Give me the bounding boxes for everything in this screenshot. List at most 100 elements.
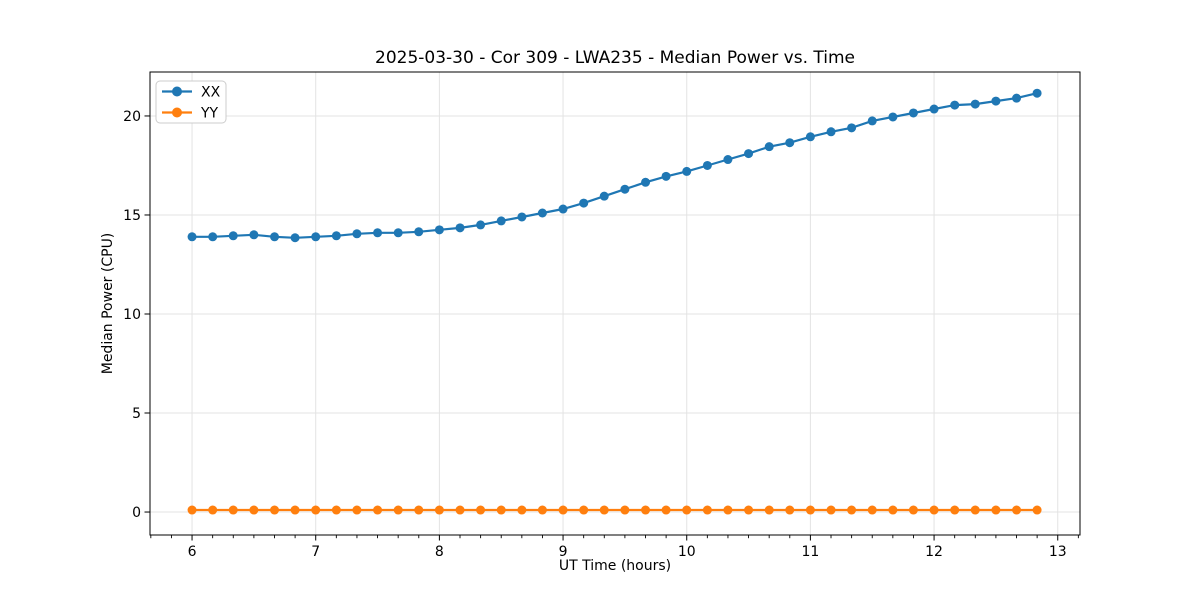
series-yy-marker xyxy=(476,505,486,515)
series-yy-marker xyxy=(249,505,259,515)
series-xx-marker xyxy=(929,104,939,114)
series-yy-marker xyxy=(1032,505,1042,515)
series-yy-marker xyxy=(991,505,1001,515)
plot-border xyxy=(149,71,1081,536)
series-xx-marker xyxy=(373,228,383,238)
series-yy-marker xyxy=(228,505,238,515)
series-xx-marker xyxy=(496,216,506,226)
series-yy-marker xyxy=(455,505,465,515)
series-yy-marker xyxy=(311,505,321,515)
legend: XX YY xyxy=(155,80,227,124)
series-xx-marker xyxy=(311,232,321,242)
series-xx-marker xyxy=(702,160,712,170)
series-xx-marker xyxy=(661,171,671,181)
series-xx-marker xyxy=(414,227,424,237)
series-xx-marker xyxy=(764,142,774,152)
axes-spines xyxy=(149,71,1081,536)
x-tick-label: 6 xyxy=(188,544,197,560)
series-xx-marker xyxy=(970,99,980,109)
series-yy-marker xyxy=(702,505,712,515)
series-yy-marker xyxy=(888,505,898,515)
chart-title: 2025-03-30 - Cor 309 - LWA235 - Median P… xyxy=(375,48,855,68)
series-xx-marker xyxy=(393,228,403,238)
series-yy-marker xyxy=(373,505,383,515)
series-xx-marker xyxy=(249,230,259,240)
series-yy-marker xyxy=(723,505,733,515)
series-xx-marker xyxy=(723,155,733,165)
x-axis-label: UT Time (hours) xyxy=(559,558,671,574)
series-xx-marker xyxy=(1032,88,1042,98)
series-xx-marker xyxy=(908,108,918,118)
series-yy-marker xyxy=(661,505,671,515)
x-tick-label: 11 xyxy=(801,544,819,560)
series-yy-marker xyxy=(826,505,836,515)
series-xx-marker xyxy=(290,233,300,243)
series-yy-marker xyxy=(537,505,547,515)
series-xx-marker xyxy=(744,149,754,159)
series-yy-marker xyxy=(393,505,403,515)
series-xx-marker xyxy=(187,232,197,242)
x-tick-label: 9 xyxy=(559,544,568,560)
series-yy-marker xyxy=(950,505,960,515)
series-yy-marker xyxy=(1012,505,1022,515)
series-yy-marker xyxy=(208,505,218,515)
series-yy-marker xyxy=(331,505,341,515)
x-tick-label: 10 xyxy=(678,544,696,560)
series-xx-marker xyxy=(434,225,444,235)
series-xx-marker xyxy=(270,232,280,242)
series-yy-marker xyxy=(496,505,506,515)
series-yy-marker xyxy=(929,505,939,515)
series-xx-marker xyxy=(228,231,238,241)
series-xx-marker xyxy=(517,212,527,222)
series-yy-marker xyxy=(764,505,774,515)
series-yy-marker xyxy=(970,505,980,515)
series-xx-marker xyxy=(331,231,341,241)
grid-lines xyxy=(150,72,1080,535)
x-tick-label: 7 xyxy=(311,544,320,560)
series-xx-marker xyxy=(785,138,795,148)
series-yy-marker xyxy=(682,505,692,515)
series-yy-marker xyxy=(620,505,630,515)
series-yy-marker xyxy=(352,505,362,515)
series-xx-marker xyxy=(641,177,651,187)
series-xx-marker xyxy=(208,232,218,242)
series-xx-marker xyxy=(579,198,589,208)
axis-ticks: 6 7 8 9 10 11 12 13 0 5 10 15 20 xyxy=(123,109,1079,560)
series-yy-marker xyxy=(414,505,424,515)
series-yy-marker xyxy=(558,505,568,515)
series-xx-marker xyxy=(455,223,465,233)
data-series xyxy=(187,88,1042,515)
series-xx-marker xyxy=(805,132,815,142)
legend-yy-label: YY xyxy=(200,106,219,122)
series-yy-marker xyxy=(270,505,280,515)
series-xx-marker xyxy=(558,204,568,214)
y-tick-label: 10 xyxy=(123,307,141,323)
series-yy-marker xyxy=(599,505,609,515)
series-xx-marker xyxy=(867,116,877,126)
series-xx-marker xyxy=(950,100,960,110)
y-tick-label: 20 xyxy=(123,109,141,125)
series-yy-marker xyxy=(187,505,197,515)
series-xx-marker xyxy=(599,191,609,201)
series-xx-marker xyxy=(888,112,898,122)
series-yy-marker xyxy=(290,505,300,515)
series-yy-marker xyxy=(579,505,589,515)
y-axis-label: Median Power (CPU) xyxy=(100,233,116,375)
x-tick-label: 12 xyxy=(925,544,943,560)
y-tick-label: 0 xyxy=(132,505,141,521)
series-xx-marker xyxy=(476,220,486,230)
series-xx-marker xyxy=(682,166,692,176)
series-xx-marker xyxy=(847,123,857,133)
legend-xx-label: XX xyxy=(201,85,221,101)
series-xx-marker xyxy=(826,127,836,137)
series-xx-marker xyxy=(1012,93,1022,103)
series-xx-marker xyxy=(537,208,547,218)
series-yy-marker xyxy=(847,505,857,515)
series-yy-marker xyxy=(641,505,651,515)
series-yy-marker xyxy=(785,505,795,515)
legend-yy-marker xyxy=(172,107,182,118)
legend-xx-marker xyxy=(172,86,182,97)
series-xx-marker xyxy=(352,229,362,239)
